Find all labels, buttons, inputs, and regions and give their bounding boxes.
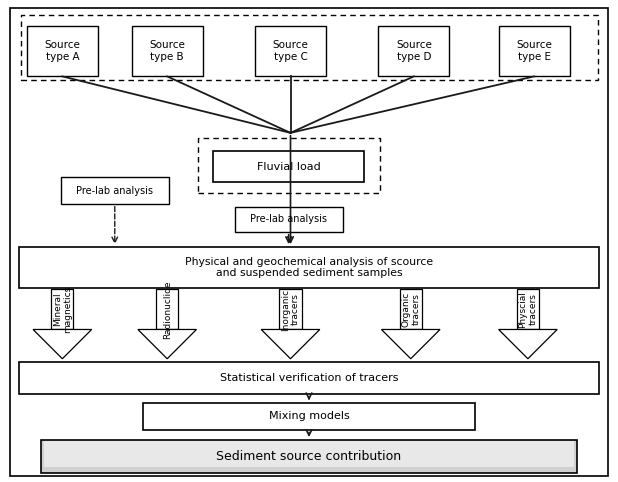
Bar xyxy=(213,151,364,182)
Text: Pre-lab analysis: Pre-lab analysis xyxy=(76,186,153,196)
Text: Inorganic
tracers: Inorganic tracers xyxy=(281,288,300,331)
Bar xyxy=(499,26,570,76)
Bar xyxy=(44,441,574,467)
Text: Organic
tracers: Organic tracers xyxy=(401,292,420,327)
Text: Statistical verification of tracers: Statistical verification of tracers xyxy=(220,373,398,383)
Bar xyxy=(517,289,539,330)
Bar xyxy=(143,403,475,429)
Bar xyxy=(27,26,98,76)
Bar xyxy=(279,289,302,330)
Bar xyxy=(51,289,74,330)
Bar xyxy=(378,26,449,76)
Bar xyxy=(255,26,326,76)
Bar xyxy=(400,289,422,330)
Polygon shape xyxy=(381,330,440,359)
Bar xyxy=(19,362,599,394)
Text: Source
type D: Source type D xyxy=(396,40,432,62)
Bar xyxy=(198,138,380,193)
Bar xyxy=(41,440,577,473)
Bar xyxy=(132,26,203,76)
Polygon shape xyxy=(261,330,320,359)
Text: Source
type B: Source type B xyxy=(149,40,185,62)
Text: Fluvial load: Fluvial load xyxy=(256,161,321,172)
Text: Source
type E: Source type E xyxy=(516,40,552,62)
Bar xyxy=(21,15,598,80)
Bar xyxy=(156,289,179,330)
Text: Sediment source contribution: Sediment source contribution xyxy=(216,450,402,463)
Text: Physcial
tracers: Physcial tracers xyxy=(519,291,538,328)
Text: Mixing models: Mixing models xyxy=(269,412,349,421)
Text: Physical and geochemical analysis of scource
and suspended sediment samples: Physical and geochemical analysis of sco… xyxy=(185,256,433,278)
Bar xyxy=(19,247,599,288)
Text: Pre-lab analysis: Pre-lab analysis xyxy=(250,214,327,225)
Polygon shape xyxy=(33,330,91,359)
Polygon shape xyxy=(499,330,557,359)
Text: Source
type A: Source type A xyxy=(44,40,80,62)
Polygon shape xyxy=(138,330,197,359)
Bar xyxy=(235,207,342,232)
Text: Mineral
magnetics: Mineral magnetics xyxy=(53,286,72,333)
Bar xyxy=(61,177,169,204)
Text: Source
type C: Source type C xyxy=(273,40,308,62)
Text: Radionuclide: Radionuclide xyxy=(163,280,172,339)
